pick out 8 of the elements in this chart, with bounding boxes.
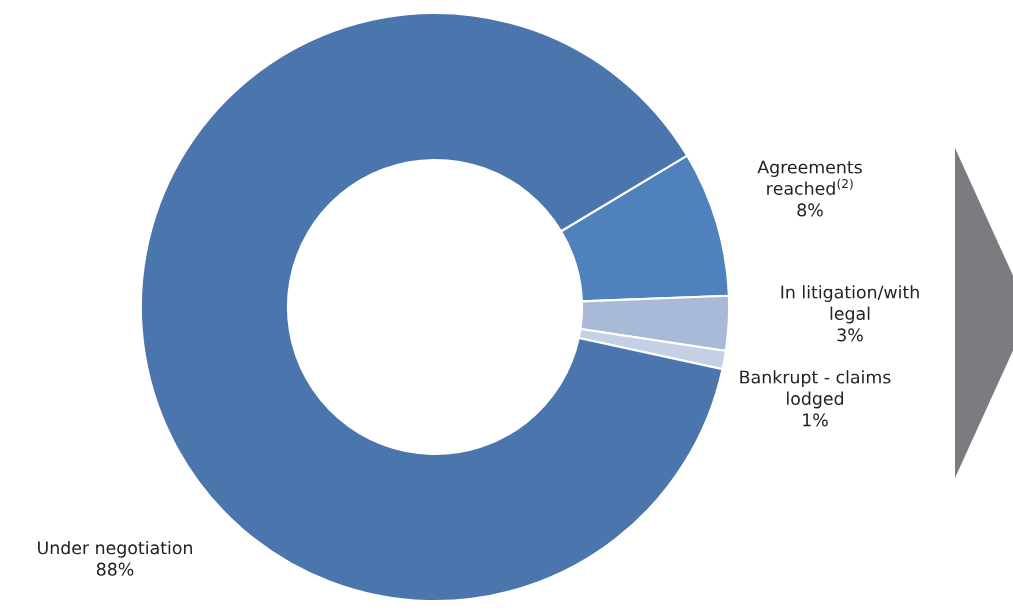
slice-label: Bankrupt - claims lodged — [740, 370, 891, 409]
data-label: 8% — [797, 203, 823, 217]
slice-label: In litigation/with legal — [781, 285, 919, 324]
data-label: 88% — [96, 562, 134, 576]
data-label: 1% — [803, 413, 828, 427]
slice-label: Under negotiation — [38, 540, 192, 558]
slice-label: Agreements reached$^{(2)}$ — [757, 160, 862, 195]
data-label: 3% — [837, 328, 863, 342]
